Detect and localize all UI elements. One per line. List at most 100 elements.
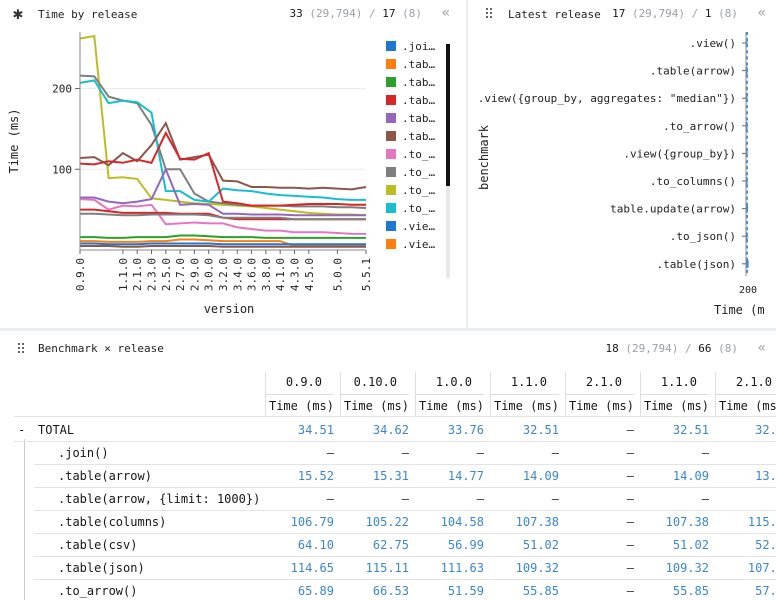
table-cell[interactable]: 62.75 <box>372 538 409 552</box>
series-line[interactable] <box>79 121 367 191</box>
table-cell[interactable]: – <box>476 492 484 506</box>
legend-swatch[interactable] <box>386 77 396 87</box>
table-cell[interactable]: 52.9 <box>755 538 776 552</box>
table-cell[interactable]: 32.51 <box>672 423 709 437</box>
table-cell[interactable]: 34.62 <box>372 423 409 437</box>
table-cell[interactable]: 66.53 <box>372 584 409 598</box>
double-chevron-left-icon[interactable]: « <box>441 5 450 21</box>
table-cell[interactable]: – <box>401 446 409 460</box>
series-line[interactable] <box>79 79 366 203</box>
table-cell[interactable]: 55.85 <box>672 584 709 598</box>
double-chevron-left-icon[interactable]: « <box>757 340 766 356</box>
table-cell[interactable]: 107.38 <box>665 515 709 529</box>
table-cell[interactable]: 51.59 <box>447 584 484 598</box>
table-cell[interactable]: 65.89 <box>297 584 334 598</box>
table-row[interactable]: .table(arrow) 15.52 15.31 14.77 14.09 – 14.09 1… <box>0 465 776 488</box>
legend-scrollbar-thumb[interactable] <box>446 44 450 186</box>
table-cell[interactable]: – <box>626 584 634 598</box>
legend-item[interactable]: .tab… <box>402 76 435 89</box>
column-header[interactable]: 0.10.0 Time (ms) <box>340 372 415 416</box>
table-cell[interactable]: – <box>626 492 634 506</box>
asterisk-icon[interactable]: ✱ <box>12 4 24 24</box>
column-header[interactable]: 2.1.0 Time (ms) <box>565 372 640 416</box>
table-cell[interactable]: – <box>626 446 634 460</box>
table-cell[interactable]: 114.65 <box>290 561 334 575</box>
table-cell[interactable]: – <box>326 492 334 506</box>
table-cell[interactable]: 34.51 <box>297 423 334 437</box>
table-cell[interactable]: 14.09 <box>522 469 559 483</box>
table-cell[interactable]: – <box>626 469 634 483</box>
series-line[interactable] <box>80 212 366 221</box>
legend-item[interactable]: .to_… <box>402 184 435 197</box>
drag-handle-icon[interactable] <box>18 343 26 355</box>
table-cell[interactable]: – <box>476 446 484 460</box>
legend-item[interactable]: .to_… <box>402 166 435 179</box>
horizontal-splitter[interactable] <box>0 328 776 331</box>
latest-bar[interactable] <box>746 94 748 103</box>
series-line[interactable] <box>79 130 366 207</box>
table-cell[interactable]: – <box>326 446 334 460</box>
table-cell[interactable]: 32.8 <box>755 423 776 437</box>
table-cell[interactable]: 57.3 <box>755 584 776 598</box>
table-cell[interactable]: – <box>701 446 709 460</box>
double-chevron-left-icon[interactable]: « <box>757 5 766 21</box>
table-row[interactable]: .table(json) 114.65 115.11 111.63 109.32 – 109… <box>0 557 776 580</box>
latest-release-chart[interactable]: benchmark .view() .table(arrow) .view({gro… <box>468 28 776 328</box>
table-cell[interactable]: 109.32 <box>515 561 559 575</box>
legend-swatch[interactable] <box>386 113 396 123</box>
table-cell[interactable]: 104.58 <box>440 515 484 529</box>
table-cell[interactable]: 107.3 <box>747 561 776 575</box>
table-cell[interactable]: – <box>626 515 634 529</box>
table-row[interactable]: .table(arrow, {limit: 1000})––––––– <box>0 488 776 511</box>
legend-swatch[interactable] <box>386 221 396 231</box>
latest-bar[interactable] <box>746 259 749 268</box>
legend-swatch[interactable] <box>386 95 396 105</box>
table-cell[interactable]: – <box>701 492 709 506</box>
legend-item[interactable]: .joi… <box>402 40 435 53</box>
latest-bar[interactable] <box>746 149 748 158</box>
table-cell[interactable]: – <box>551 446 559 460</box>
table-row[interactable]: .to_arrow() 65.89 66.53 51.59 55.85 – 55.85 57.… <box>0 580 776 600</box>
table-cell[interactable]: 33.76 <box>447 423 484 437</box>
time-by-release-chart[interactable]: 100 200 0.9.0 1.1.0 2.1.0 2.3.0 2.5.0 2.7.0 2.9.… <box>0 28 466 328</box>
table-cell[interactable]: – <box>626 561 634 575</box>
column-header[interactable]: 1.1.0 Time (ms) <box>640 372 715 416</box>
legend-item[interactable]: .to_… <box>402 202 435 215</box>
legend-swatch[interactable] <box>386 59 396 69</box>
series-line[interactable] <box>79 198 366 235</box>
table-cell[interactable]: 107.38 <box>515 515 559 529</box>
table-cell[interactable]: 105.22 <box>365 515 409 529</box>
table-cell[interactable]: 115.11 <box>365 561 409 575</box>
legend-swatch[interactable] <box>386 149 396 159</box>
table-cell[interactable]: 14.09 <box>672 469 709 483</box>
series-line[interactable] <box>80 245 366 248</box>
table-cell[interactable]: – <box>626 538 634 552</box>
series-line[interactable] <box>80 234 366 239</box>
drag-handle-icon[interactable] <box>486 8 494 20</box>
latest-bar[interactable] <box>746 39 748 47</box>
legend-item[interactable]: .to_… <box>402 148 435 161</box>
table-cell[interactable]: – <box>714 442 776 465</box>
column-header[interactable]: 1.1.0 Time (ms) <box>490 372 565 416</box>
table-cell[interactable]: 55.85 <box>522 584 559 598</box>
legend-item[interactable]: .tab… <box>402 130 435 143</box>
table-cell[interactable]: 56.99 <box>447 538 484 552</box>
legend-item[interactable]: .vie… <box>402 220 435 233</box>
latest-bar[interactable] <box>746 204 748 213</box>
table-cell[interactable]: – <box>551 492 559 506</box>
table-cell[interactable]: 15.31 <box>372 469 409 483</box>
table-cell[interactable]: 51.02 <box>672 538 709 552</box>
table-cell[interactable]: 13.9 <box>755 469 776 483</box>
legend-item[interactable]: .tab… <box>402 94 435 107</box>
table-cell[interactable]: 32.51 <box>522 423 559 437</box>
series-line[interactable] <box>79 34 367 217</box>
series-line[interactable] <box>80 166 366 217</box>
vertical-splitter[interactable] <box>466 0 468 330</box>
legend-swatch[interactable] <box>386 203 396 213</box>
column-header[interactable]: 2.1.0 Time (ms) <box>715 372 776 416</box>
collapse-toggle[interactable]: - <box>18 423 26 437</box>
table-cell[interactable]: 15.52 <box>297 469 334 483</box>
table-row[interactable]: .join()––––––– <box>0 442 776 465</box>
legend-item[interactable]: .tab… <box>402 58 435 71</box>
legend-item[interactable]: .tab… <box>402 112 435 125</box>
